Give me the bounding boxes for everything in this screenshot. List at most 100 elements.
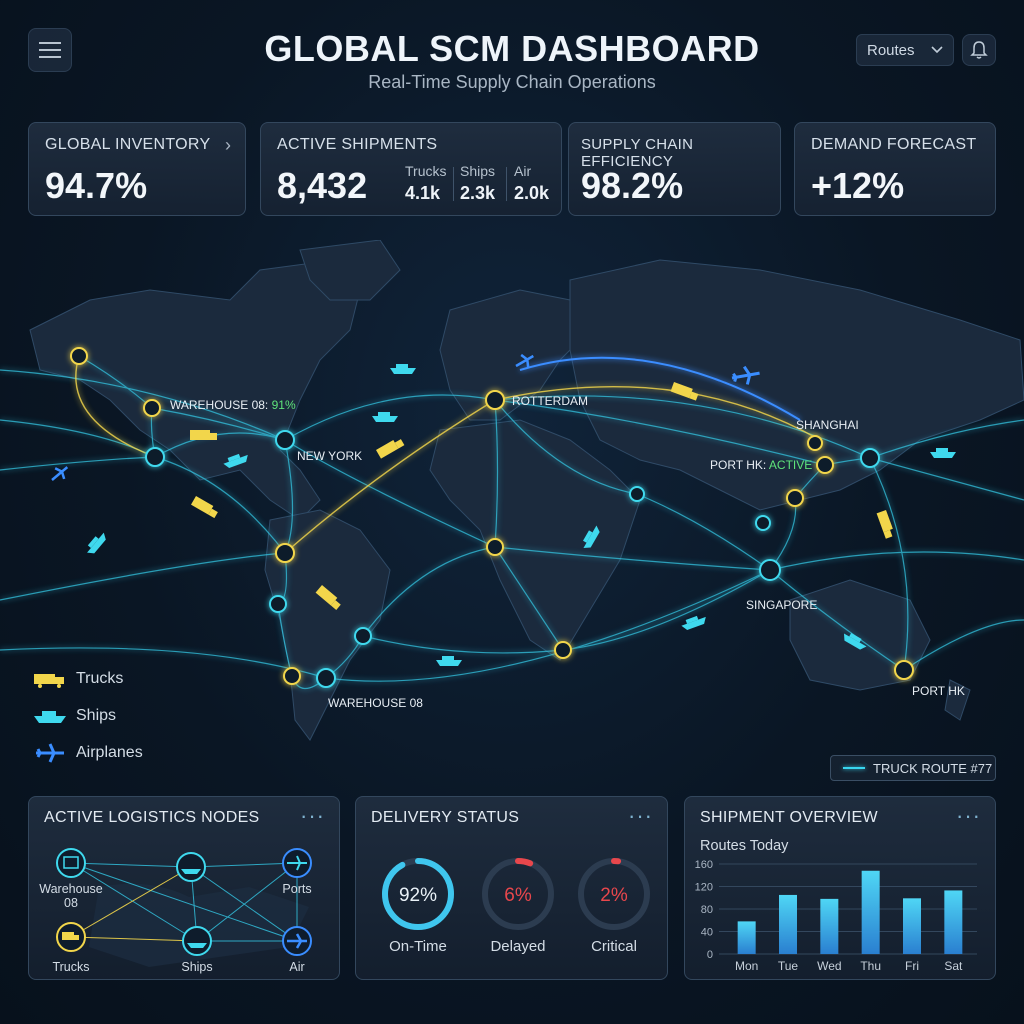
kpi-label: SUPPLY CHAIN EFFICIENCY	[581, 136, 694, 170]
kpi-value: 8,432	[277, 165, 368, 206]
node-label-ports: Ports	[282, 882, 312, 896]
airplane-icon	[51, 466, 69, 481]
legend-trucks: Trucks	[34, 670, 123, 688]
node-label-warehouse: Warehouse 08	[39, 882, 103, 910]
panel-title: DELIVERY STATUS	[371, 809, 520, 826]
europe-land	[439, 289, 591, 421]
kpi-label: ACTIVE SHIPMENTS	[277, 136, 438, 153]
map-node[interactable]	[70, 347, 88, 365]
chart-subtitle: Routes Today	[700, 838, 789, 854]
kpi-active-shipments[interactable]: ACTIVE SHIPMENTS 8,432 Trucks 4.1k Ships 2…	[260, 122, 562, 216]
page-title: GLOBAL SCM DASHBOARD	[264, 28, 760, 69]
map-node-rotterdam[interactable]	[485, 390, 505, 410]
map-node[interactable]	[755, 515, 771, 531]
gauge-arc	[382, 858, 454, 930]
map-label-warehouse-08: WAREHOUSE 08: 91%	[170, 398, 296, 412]
y-tick-label: 40	[701, 927, 713, 939]
bar-thu[interactable]	[861, 870, 880, 954]
x-tick-label: Tue	[778, 959, 799, 973]
map-node[interactable]	[275, 543, 295, 563]
kpi-value: +12%	[811, 165, 905, 206]
map-label-port-hk-active: PORT HK: ACTIVE	[710, 458, 812, 472]
kpi-sub-air: Air 2.0k	[514, 163, 550, 203]
panel-delivery-status: DELIVERY STATUS ··· 92% 6% 2% On-Time De…	[355, 796, 668, 980]
gauge-label-on-time: On-Time	[389, 938, 447, 955]
map-label-warehouse-08-south: WAREHOUSE 08	[328, 696, 423, 710]
ship-icon	[372, 412, 398, 422]
map-label-new-york: NEW YORK	[297, 449, 362, 463]
x-tick-label: Thu	[860, 959, 881, 973]
panel-shipment-overview: SHIPMENT OVERVIEW ··· Routes Today 160 12…	[684, 796, 996, 980]
africa-land	[429, 419, 641, 661]
map-node[interactable]	[860, 448, 880, 468]
kpi-global-inventory[interactable]: GLOBAL INVENTORY › 94.7%	[28, 122, 246, 216]
asia-land	[569, 259, 1024, 511]
map-node-port-hk[interactable]	[894, 660, 914, 680]
truck-icon	[376, 439, 405, 459]
map-node[interactable]	[145, 447, 165, 467]
kpi-supply-chain-efficiency[interactable]: SUPPLY CHAIN EFFICIENCY 98.2%	[568, 122, 781, 216]
bell-icon	[970, 41, 988, 59]
truck-route-badge[interactable]: TRUCK ROUTE #77	[830, 755, 996, 781]
continents	[29, 240, 1024, 741]
notifications-button[interactable]	[962, 34, 996, 66]
truck-icon	[670, 382, 699, 401]
gauge-value-on-time: 92%	[399, 885, 437, 906]
more-options-icon[interactable]: ···	[300, 803, 325, 828]
bar-tue[interactable]	[779, 894, 797, 954]
x-tick-label: Fri	[905, 959, 919, 973]
map-node-port-hk-active[interactable]	[816, 456, 834, 474]
bar-fri[interactable]	[903, 898, 921, 954]
gauge-label-delayed: Delayed	[490, 938, 545, 955]
map-node[interactable]	[354, 627, 372, 645]
bar-sat[interactable]	[944, 890, 963, 954]
map-node[interactable]	[554, 641, 572, 659]
routes-dropdown-value: Routes	[867, 41, 915, 59]
kpi-label: GLOBAL INVENTORY	[45, 136, 211, 153]
chevron-right-icon: ›	[225, 135, 231, 155]
map-node-new-york[interactable]	[275, 430, 295, 450]
gauge-on-time	[382, 858, 454, 930]
map-node[interactable]	[786, 489, 804, 507]
map-label-singapore: SINGAPORE	[746, 598, 817, 612]
truck-routes	[75, 355, 821, 554]
map-label-port-hk: PORT HK	[912, 684, 965, 698]
nodes-network-graph	[56, 848, 312, 967]
map-node-singapore[interactable]	[759, 559, 781, 581]
node-label-air: Air	[289, 960, 305, 974]
delivery-gauges: 92% 6% 2% On-Time Delayed Critical	[382, 858, 650, 955]
route-line-swatch	[843, 767, 865, 769]
map-node-warehouse-08[interactable]	[316, 668, 336, 688]
node-label-trucks: Trucks	[52, 960, 90, 974]
ship-node-icon	[176, 852, 206, 882]
map-node-shanghai[interactable]	[807, 435, 823, 451]
truck-icon	[876, 510, 893, 539]
divider	[453, 167, 454, 201]
vehicle-markers	[51, 353, 956, 666]
map-node[interactable]	[629, 486, 645, 502]
map-label-rotterdam: ROTTERDAM	[512, 394, 588, 408]
world-logistics-map[interactable]: WAREHOUSE 08: 91% NEW YORK ROTTERDAM SHA…	[0, 240, 1024, 760]
truck-icon	[315, 585, 341, 611]
bar-wed[interactable]	[820, 898, 839, 954]
kpi-demand-forecast[interactable]: DEMAND FORECAST +12%	[794, 122, 996, 216]
map-node[interactable]	[283, 667, 301, 685]
ship-icon	[436, 656, 462, 666]
ship-icon	[930, 448, 956, 458]
divider	[506, 167, 507, 201]
warehouse-node-icon	[56, 848, 86, 878]
australia-land	[789, 579, 931, 691]
page-subtitle: Real-Time Supply Chain Operations	[368, 72, 656, 92]
routes-dropdown[interactable]: Routes	[856, 34, 954, 66]
legend-airplanes: Airplanes	[34, 743, 143, 763]
y-tick-label: 0	[707, 949, 713, 961]
more-options-icon[interactable]: ···	[956, 803, 981, 828]
airplane-icon	[731, 365, 760, 385]
bar-mon[interactable]	[737, 921, 756, 954]
map-node[interactable]	[143, 399, 161, 417]
more-options-icon[interactable]: ···	[628, 803, 653, 828]
menu-button[interactable]	[28, 28, 72, 72]
map-node[interactable]	[486, 538, 504, 556]
kpi-label: DEMAND FORECAST	[811, 136, 977, 153]
map-node[interactable]	[269, 595, 287, 613]
